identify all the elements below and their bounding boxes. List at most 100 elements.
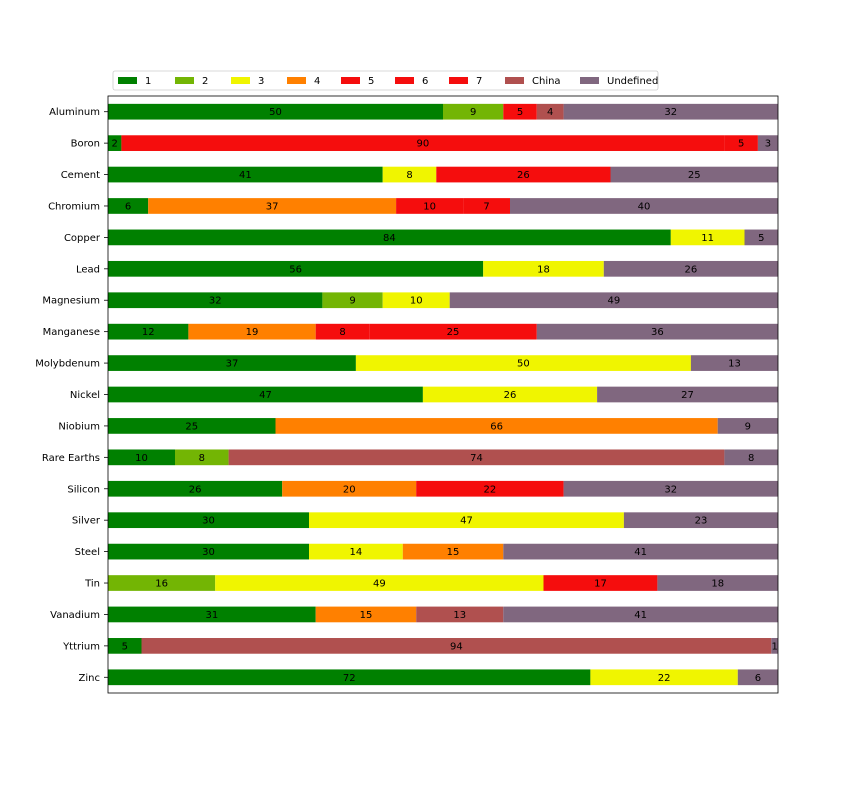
bar-segment: [108, 229, 671, 246]
bar-value-label: 7: [483, 201, 489, 212]
bar-segment: [463, 198, 510, 214]
bar-value-label: 41: [239, 170, 252, 181]
bar-value-label: 20: [343, 484, 356, 495]
bar-value-label: 94: [450, 641, 463, 652]
bar-value-label: 32: [209, 296, 222, 307]
bar-segment: [396, 198, 464, 214]
bar-segment: [315, 323, 370, 340]
bar-value-label: 30: [202, 547, 215, 558]
bar-segment: [108, 198, 149, 214]
bar-segment: [108, 103, 443, 120]
bar-segment: [717, 418, 778, 434]
bar-value-label: 84: [383, 233, 396, 244]
bar-value-label: 56: [289, 264, 302, 275]
bar-segment: [623, 512, 778, 529]
bar-value-label: 11: [701, 233, 714, 244]
bar-value-label: 18: [711, 579, 724, 590]
bar-segment: [690, 355, 778, 371]
bar-value-label: 37: [266, 201, 279, 212]
bar-value-label: 10: [410, 296, 423, 307]
bar-segment: [416, 480, 564, 497]
bar-segment: [757, 135, 778, 151]
bar-segment: [108, 480, 283, 497]
bar-value-label: 74: [470, 453, 483, 464]
category-label: Rare Earths: [42, 453, 100, 464]
bar-segment: [382, 292, 450, 309]
category-label: Nickel: [70, 390, 100, 401]
bar-segment: [282, 480, 417, 497]
bar-segment: [108, 323, 189, 340]
legend-swatch: [287, 77, 306, 84]
bar-segment: [188, 323, 316, 340]
bar-value-label: 25: [447, 327, 460, 338]
category-label: Molybdenum: [35, 359, 100, 370]
bar-segment: [382, 166, 437, 183]
legend-label: 2: [202, 76, 208, 87]
bar-segment: [108, 292, 323, 309]
bar-value-label: 15: [360, 610, 373, 621]
bar-value-label: 30: [202, 516, 215, 527]
bar-value-label: 31: [205, 610, 218, 621]
bar-segment: [771, 638, 778, 654]
bar-segment: [657, 575, 778, 591]
bar-segment: [610, 166, 778, 183]
bar-segment: [322, 292, 383, 309]
bar-value-label: 8: [748, 453, 754, 464]
legend-label: 6: [422, 76, 428, 87]
bar-segment: [228, 449, 725, 466]
bar-value-label: 26: [685, 264, 698, 275]
bar-value-label: 50: [269, 107, 282, 118]
category-label: Silicon: [67, 484, 100, 495]
bar-segment: [315, 606, 417, 623]
bar-segment: [563, 103, 778, 120]
bar-value-label: 5: [738, 139, 744, 150]
bar-value-label: 8: [339, 327, 345, 338]
bar-segment: [422, 386, 598, 403]
bar-segment: [724, 449, 778, 466]
bar-segment: [108, 638, 142, 654]
bar-value-label: 9: [470, 107, 476, 118]
legend: 1 2 3 4 5 6 7 China Undefined: [112, 70, 659, 91]
bar-segment: [436, 166, 611, 183]
bar-value-label: 26: [517, 170, 530, 181]
bar-segment: [108, 606, 316, 623]
bar-value-label: 90: [417, 139, 430, 150]
bar-value-label: 72: [343, 673, 356, 684]
bar-segment: [402, 543, 504, 560]
bar-value-label: 25: [185, 421, 198, 432]
category-label: Aluminum: [49, 107, 100, 118]
bar-value-label: 1: [771, 641, 777, 652]
bar-segment: [590, 669, 738, 686]
bar-value-label: 32: [664, 484, 677, 495]
legend-label: 5: [368, 76, 374, 87]
legend-swatch: [175, 77, 194, 84]
bar-value-label: 17: [594, 579, 607, 590]
bar-value-label: 49: [607, 296, 620, 307]
bar-value-label: 27: [681, 390, 694, 401]
category-label: Tin: [84, 579, 100, 590]
category-label: Yttrium: [62, 641, 100, 652]
bar-segment: [503, 543, 778, 560]
bar-segment: [309, 512, 624, 529]
bar-value-label: 41: [634, 547, 647, 558]
bar-value-label: 25: [688, 170, 701, 181]
bar-segment: [563, 480, 778, 497]
bar-value-label: 3: [765, 139, 771, 150]
bar-value-label: 32: [664, 107, 677, 118]
bar-value-label: 5: [122, 641, 128, 652]
bar-segment: [121, 135, 725, 151]
bar-segment: [108, 260, 484, 277]
bar-value-label: 12: [142, 327, 155, 338]
bar-segment: [108, 575, 216, 591]
bar-segment: [449, 292, 778, 309]
legend-swatch: [341, 77, 360, 84]
bar-segment: [275, 418, 718, 434]
bar-value-label: 37: [226, 359, 239, 370]
legend-swatch: [118, 77, 137, 84]
bar-value-label: 4: [547, 107, 553, 118]
bars-layer: [108, 103, 778, 686]
bar-segment: [108, 512, 309, 529]
bar-value-label: 5: [517, 107, 523, 118]
bar-value-label: 36: [651, 327, 664, 338]
